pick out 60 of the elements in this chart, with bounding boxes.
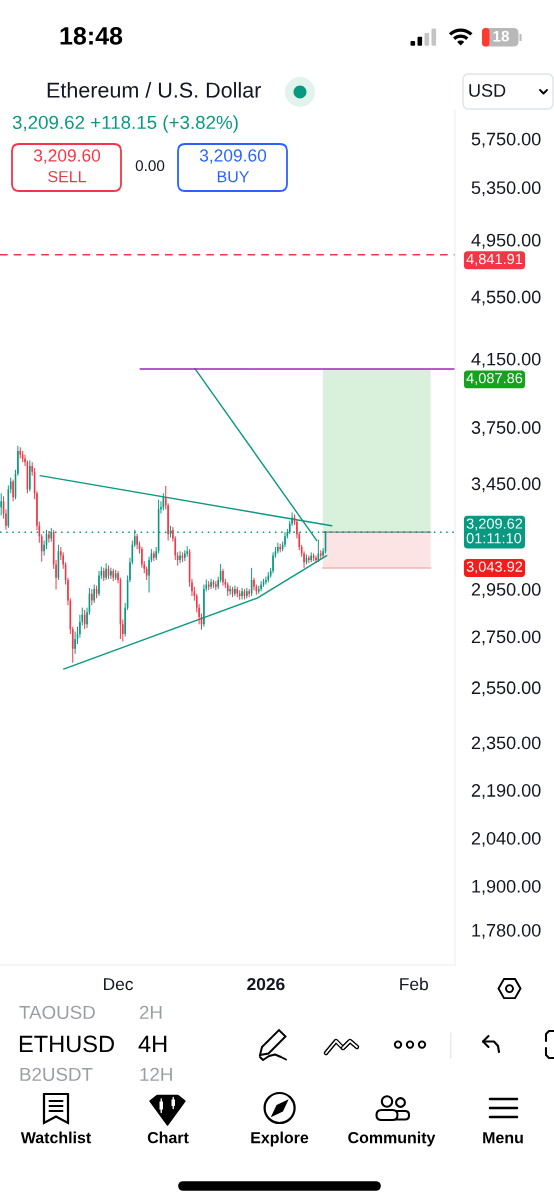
y-tick-label: 2,350.00 [471, 736, 541, 752]
candlestick [308, 555, 310, 564]
candlestick [48, 530, 50, 544]
text: USD [469, 84, 506, 97]
candlestick [253, 577, 255, 591]
y-tick-label: 2,190.00 [471, 784, 541, 799]
candlestick [184, 549, 186, 562]
text: 12H [140, 1067, 172, 1081]
annotation: 3,209.60 [199, 149, 267, 164]
candlestick [74, 631, 76, 655]
y-tick-label: 1,900.00 [472, 879, 541, 895]
candlestick [136, 533, 138, 550]
candlestick [203, 584, 205, 628]
y-tick-label: 2,550.00 [471, 681, 541, 697]
y-tick-label: 4,550.00 [471, 290, 541, 306]
text: Chart [147, 1131, 189, 1144]
y-tick-label: 3,750.00 [471, 421, 541, 437]
x-tick-label: 2026 [247, 977, 285, 991]
y-tick-label: 2,950.00 [471, 583, 541, 598]
candlestick [310, 551, 312, 563]
text: 18 [493, 30, 510, 42]
ref-line-label: 3,209.62 01:11:10 [466, 518, 523, 544]
y-tick-label: 1,780.00 [472, 923, 541, 939]
x-tick-label: Feb [400, 977, 428, 991]
annotation: SELL [48, 170, 87, 183]
candlestick [272, 551, 274, 574]
annotation: 3,043.92 [466, 561, 523, 574]
y-tick-label: 5,350.00 [471, 181, 541, 197]
candlestick [215, 580, 217, 591]
candlestick [141, 546, 143, 569]
candlestick [186, 545, 188, 558]
candlestick [93, 584, 95, 604]
annotation: 4,087.86 [466, 372, 523, 385]
ref-line-label: 4,841.91 [466, 253, 523, 266]
text: B2USDT [20, 1067, 93, 1082]
text: Explore [251, 1131, 309, 1147]
text: 18:48 [60, 27, 123, 45]
annotation: BUY [217, 171, 250, 183]
text: 2H [139, 1005, 162, 1019]
y-tick-label: 2,040.00 [471, 831, 541, 847]
candlestick [153, 550, 155, 562]
text: Community [348, 1131, 436, 1147]
y-tick-label: 4,150.00 [471, 352, 541, 368]
text: TAOUSD [19, 1005, 95, 1020]
text: Menu [483, 1132, 523, 1144]
y-tick-label: 3,450.00 [471, 477, 541, 493]
text: Watchlist [20, 1131, 91, 1144]
y-tick-label: 5,750.00 [471, 132, 541, 148]
y-tick-label: 4,950.00 [471, 233, 541, 249]
x-tick-label: Dec [104, 978, 134, 991]
annotation: 0.00 [135, 160, 165, 172]
text: ETHUSD [19, 1035, 114, 1053]
candlestick [29, 459, 31, 492]
annotation: 3,209.60 [33, 149, 101, 164]
candlestick [0, 492, 2, 516]
text: 4H [138, 1035, 167, 1053]
candlestick [315, 555, 317, 564]
y-tick-label: 2,750.00 [471, 630, 541, 646]
chart-subtitle: 3,209.62 +118.15 (+3.82%) [12, 115, 238, 133]
chart-title: Ethereum / U.S. Dollar [47, 81, 261, 98]
